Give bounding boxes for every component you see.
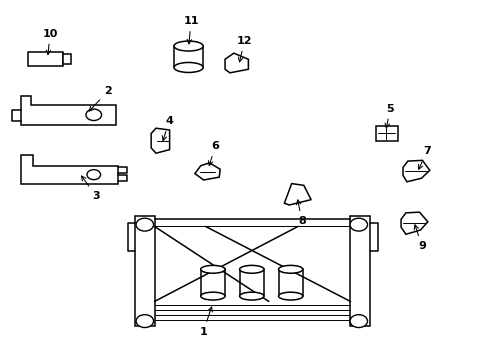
Text: 9: 9 <box>413 225 425 251</box>
Text: 4: 4 <box>162 116 173 140</box>
Text: 12: 12 <box>236 36 252 62</box>
Text: 8: 8 <box>296 200 305 226</box>
Text: 3: 3 <box>81 176 100 201</box>
Circle shape <box>136 218 153 231</box>
Text: 6: 6 <box>208 141 219 166</box>
Ellipse shape <box>239 292 264 300</box>
Polygon shape <box>350 216 369 327</box>
Polygon shape <box>21 155 118 184</box>
Bar <box>239 269 264 296</box>
Ellipse shape <box>239 265 264 273</box>
Polygon shape <box>400 212 427 234</box>
Text: 7: 7 <box>418 147 430 169</box>
Ellipse shape <box>278 292 302 300</box>
Bar <box>63 54 71 64</box>
Ellipse shape <box>201 292 224 300</box>
Bar <box>278 269 302 296</box>
Text: 5: 5 <box>384 104 393 128</box>
Text: 10: 10 <box>42 28 58 55</box>
Polygon shape <box>284 184 310 205</box>
Polygon shape <box>151 128 169 153</box>
Polygon shape <box>135 216 154 327</box>
Polygon shape <box>224 53 248 73</box>
Circle shape <box>136 315 153 328</box>
Circle shape <box>86 109 102 121</box>
Text: 1: 1 <box>199 307 212 337</box>
Polygon shape <box>402 160 429 182</box>
Text: 11: 11 <box>183 16 198 44</box>
Circle shape <box>87 170 101 180</box>
Bar <box>28 52 63 66</box>
Bar <box>375 126 397 141</box>
Ellipse shape <box>174 63 203 72</box>
Circle shape <box>349 315 367 328</box>
Ellipse shape <box>201 265 224 273</box>
Circle shape <box>349 218 367 231</box>
Polygon shape <box>195 163 220 180</box>
Text: 2: 2 <box>89 86 112 111</box>
Ellipse shape <box>174 41 203 51</box>
Polygon shape <box>21 96 116 125</box>
Bar <box>201 269 224 296</box>
Ellipse shape <box>278 265 302 273</box>
